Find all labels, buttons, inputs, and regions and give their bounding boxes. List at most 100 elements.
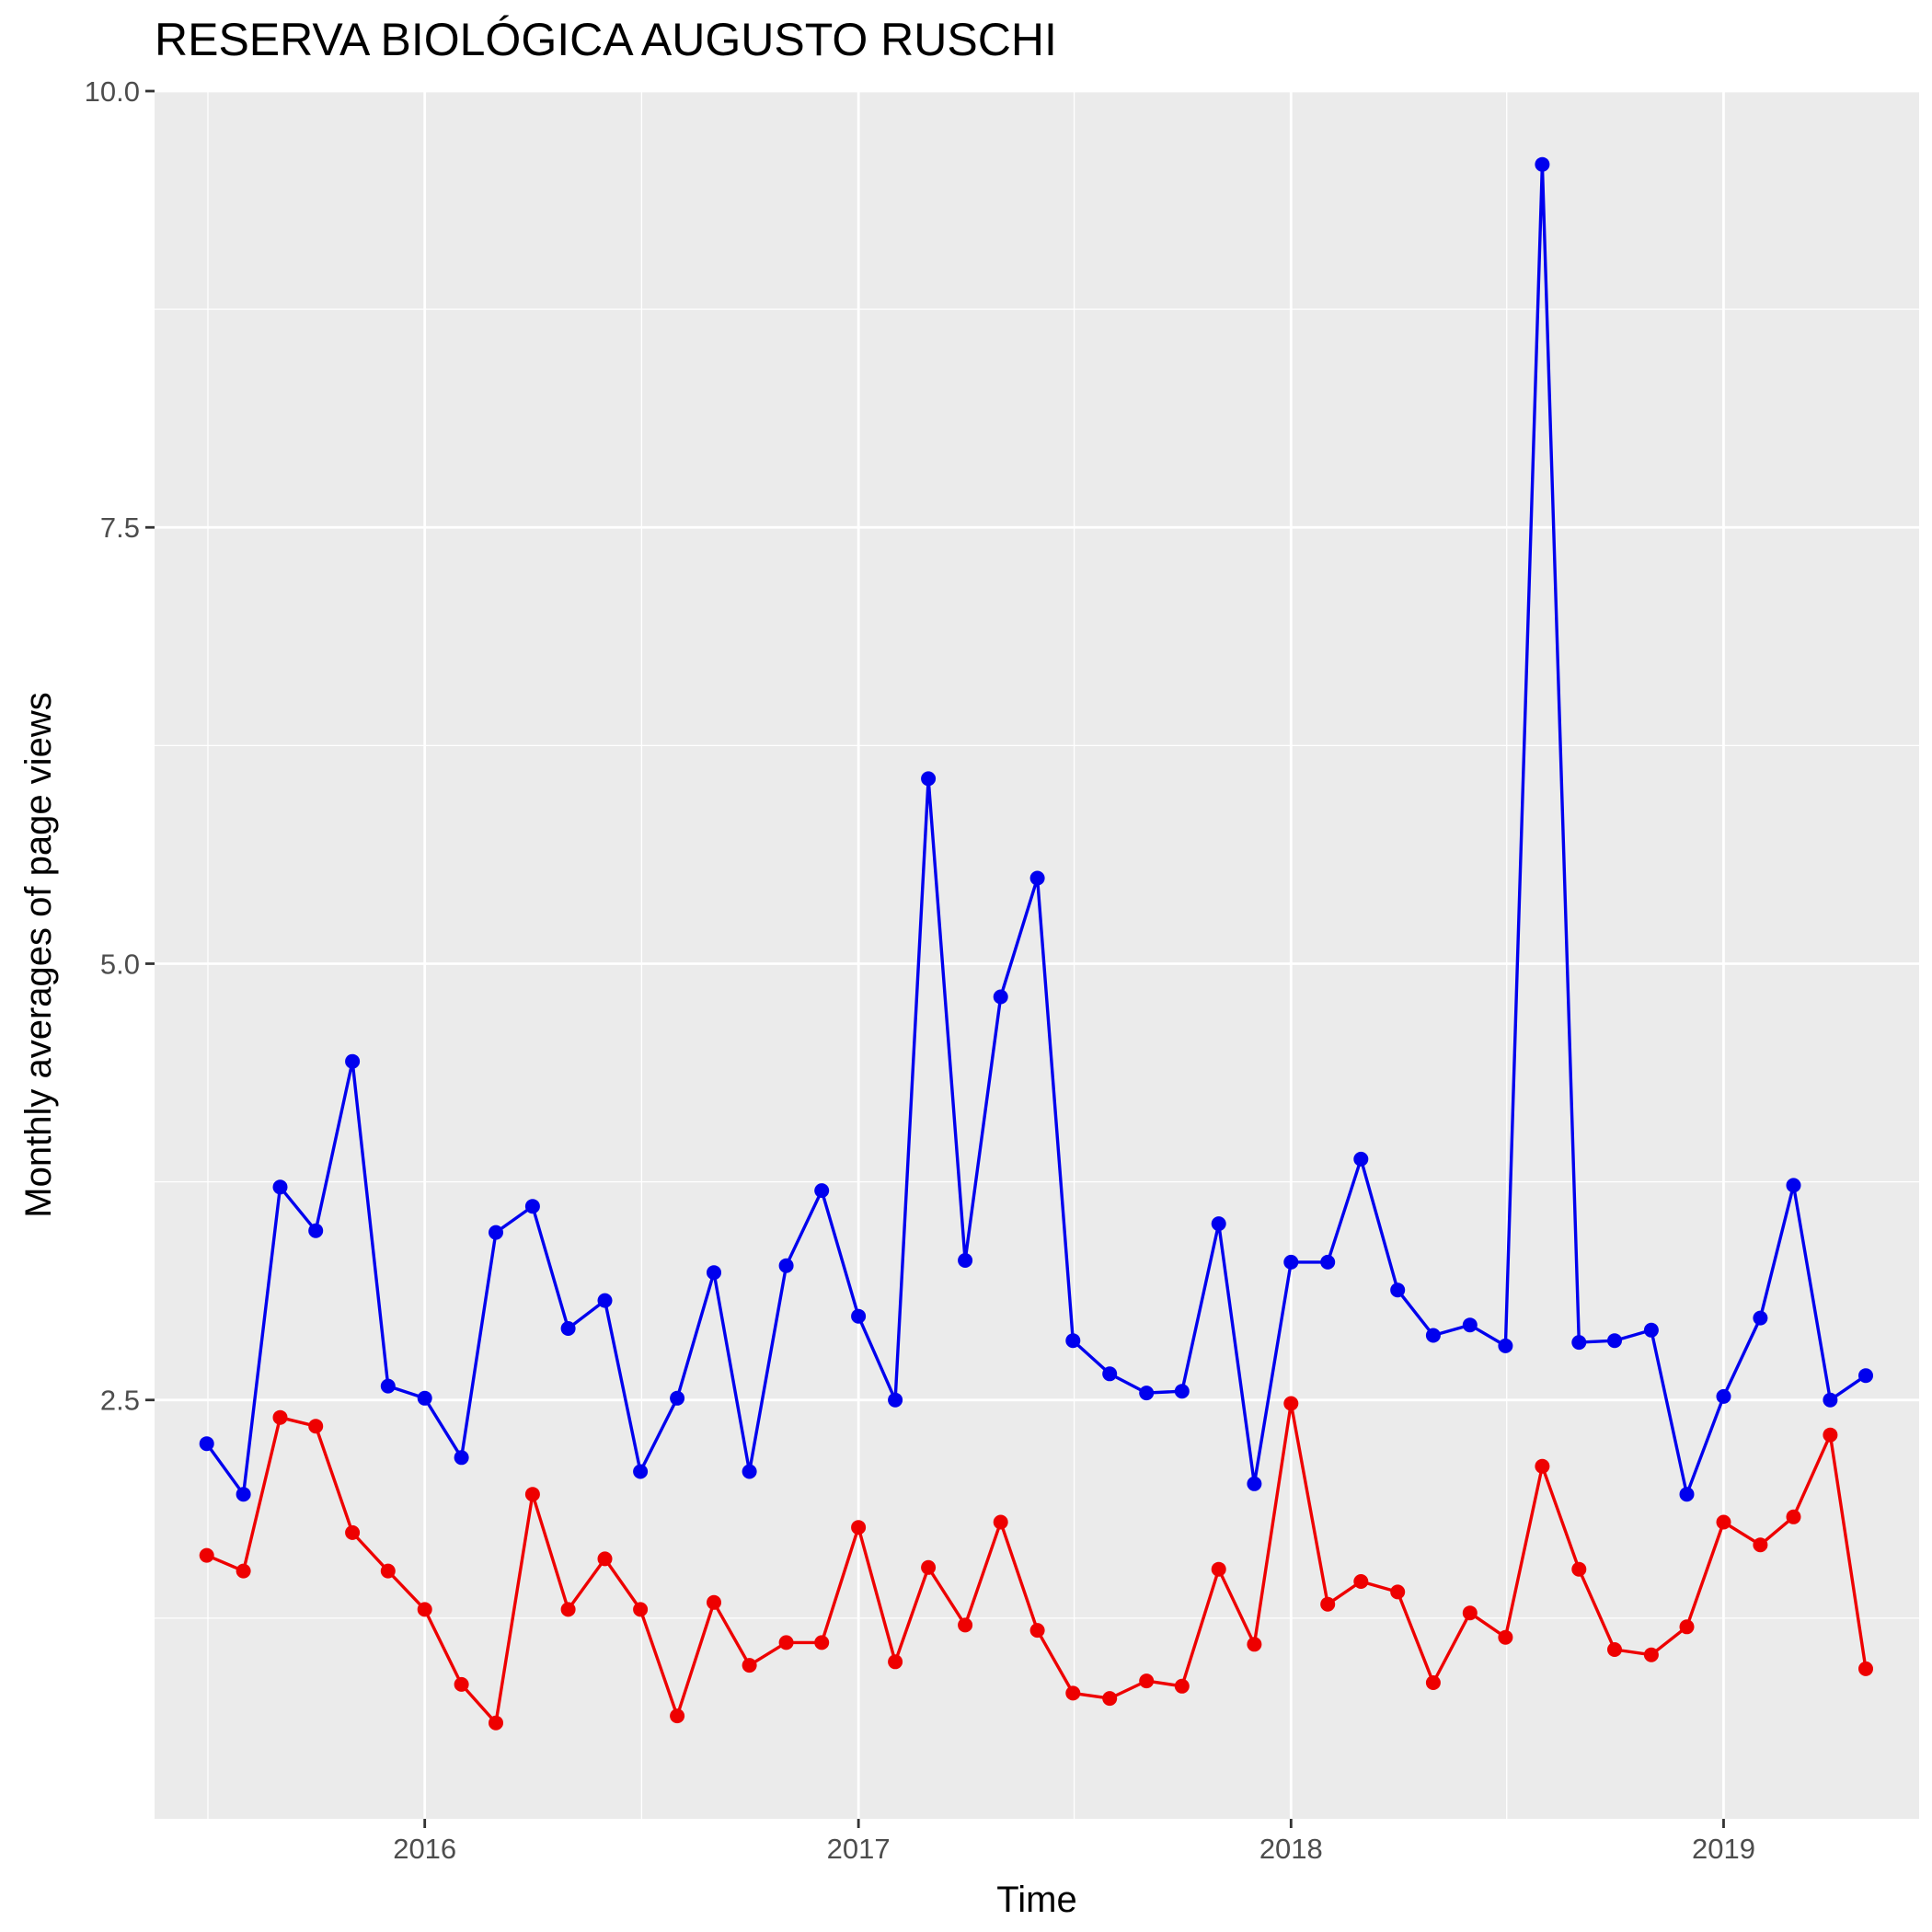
series-2-point <box>1247 1637 1262 1652</box>
series-2-point <box>417 1602 432 1617</box>
series-1-point <box>524 1199 540 1214</box>
series-1-point <box>1353 1151 1369 1167</box>
series-1-point <box>993 989 1008 1005</box>
series-2-point <box>1065 1685 1081 1701</box>
series-2-point <box>1823 1427 1838 1443</box>
series-1-point <box>1247 1476 1262 1491</box>
series-1-point <box>345 1053 361 1069</box>
series-1-point <box>1535 156 1550 172</box>
series-2-point <box>707 1594 721 1610</box>
series-2-point <box>1462 1605 1478 1621</box>
series-2-point <box>345 1524 361 1540</box>
y-tick-label: 5.0 <box>100 948 140 980</box>
minor-gridlines <box>155 91 1919 1819</box>
series-2-point <box>524 1487 540 1502</box>
series-2-point <box>1174 1678 1190 1694</box>
series-layer <box>199 156 1873 1731</box>
series-2-point <box>633 1602 649 1617</box>
series-2-point <box>1607 1642 1622 1657</box>
series-1-point <box>1716 1388 1731 1404</box>
series-1-point <box>308 1223 324 1238</box>
series-2-point <box>454 1676 469 1692</box>
series-2-point <box>1283 1396 1299 1411</box>
series-2-point <box>597 1551 613 1567</box>
series-2-point <box>199 1547 214 1563</box>
series-2-point <box>1571 1561 1587 1577</box>
series-1-point <box>380 1378 396 1394</box>
series-2-point <box>272 1409 288 1425</box>
series-1-point <box>1571 1335 1587 1351</box>
x-tick-label: 2019 <box>1692 1833 1755 1865</box>
series-2-point <box>851 1520 867 1535</box>
series-2-point <box>1753 1537 1768 1553</box>
series-2-point <box>236 1563 251 1579</box>
series-1-point <box>1786 1178 1801 1193</box>
series-2-point <box>958 1617 973 1633</box>
series-2-point <box>778 1635 794 1650</box>
series-1-point <box>888 1392 903 1408</box>
series-1-point <box>1029 870 1045 886</box>
y-axis-title: Monthly averages of page views <box>18 692 59 1217</box>
series-1-point <box>707 1265 721 1281</box>
series-2-point <box>1535 1458 1550 1474</box>
series-1-point <box>236 1487 251 1502</box>
series-2-point <box>1390 1584 1406 1600</box>
series-2-point <box>1716 1514 1731 1530</box>
series-1-point <box>958 1253 973 1268</box>
series-2-point <box>993 1514 1008 1530</box>
series-2-point <box>560 1602 576 1617</box>
series-2-point <box>489 1715 503 1731</box>
series-1-point <box>1823 1392 1838 1408</box>
series-2-point <box>921 1559 937 1575</box>
x-axis-title: Time <box>996 1880 1076 1920</box>
series-1-point <box>1679 1487 1695 1502</box>
y-tick-label: 2.5 <box>100 1385 140 1417</box>
series-1-point <box>1211 1216 1226 1232</box>
series-2-point <box>1425 1675 1441 1690</box>
series-1-point <box>560 1321 576 1336</box>
series-2-point <box>742 1658 757 1673</box>
series-1-point <box>1320 1254 1336 1270</box>
series-2-point <box>380 1563 396 1579</box>
series-2-point <box>670 1708 685 1724</box>
series-1-point <box>199 1436 214 1452</box>
series-1-point <box>454 1450 469 1466</box>
series-1-point <box>1607 1333 1622 1349</box>
series-1-point <box>778 1258 794 1273</box>
series-1-point <box>417 1390 432 1406</box>
y-tick-label: 10.0 <box>85 75 140 108</box>
series-2-point <box>1643 1647 1659 1662</box>
series-1-point <box>742 1464 757 1479</box>
series-1-point <box>1139 1386 1155 1401</box>
series-1-point <box>1858 1368 1873 1384</box>
series-1-point <box>1390 1282 1406 1298</box>
series-2-point <box>1139 1673 1155 1689</box>
x-tick-label: 2017 <box>827 1833 891 1865</box>
series-1-point <box>1174 1384 1190 1399</box>
series-2-point <box>1858 1661 1873 1676</box>
chart-title: RESERVA BIOLÓGICA AUGUSTO RUSCHI <box>155 14 1057 65</box>
series-2-point <box>1679 1619 1695 1635</box>
series-1-point <box>1643 1322 1659 1338</box>
series-2-point <box>1102 1691 1118 1707</box>
series-2-point <box>1498 1629 1513 1645</box>
series-1-point <box>851 1308 867 1324</box>
series-2-point <box>1786 1509 1801 1524</box>
series-1-point <box>1425 1328 1441 1343</box>
axes: 2.5 5.0 7.5 10.0 2016 2017 2018 2019 <box>85 75 1755 1865</box>
series-1-point <box>597 1293 613 1308</box>
series-2-point <box>308 1419 324 1434</box>
series-1-point <box>1498 1338 1513 1353</box>
series-2-point <box>814 1635 830 1650</box>
series-1-point <box>670 1390 685 1406</box>
series-1-point <box>921 771 937 787</box>
series-1-point <box>1283 1254 1299 1270</box>
x-tick-label: 2018 <box>1259 1833 1323 1865</box>
x-tick-label: 2016 <box>393 1833 456 1865</box>
series-1-point <box>489 1225 503 1240</box>
series-2-point <box>1029 1623 1045 1639</box>
series-1-point <box>1102 1366 1118 1382</box>
series-2-point <box>1211 1561 1226 1577</box>
series-2-point <box>888 1654 903 1670</box>
series-1-point <box>1065 1333 1081 1349</box>
